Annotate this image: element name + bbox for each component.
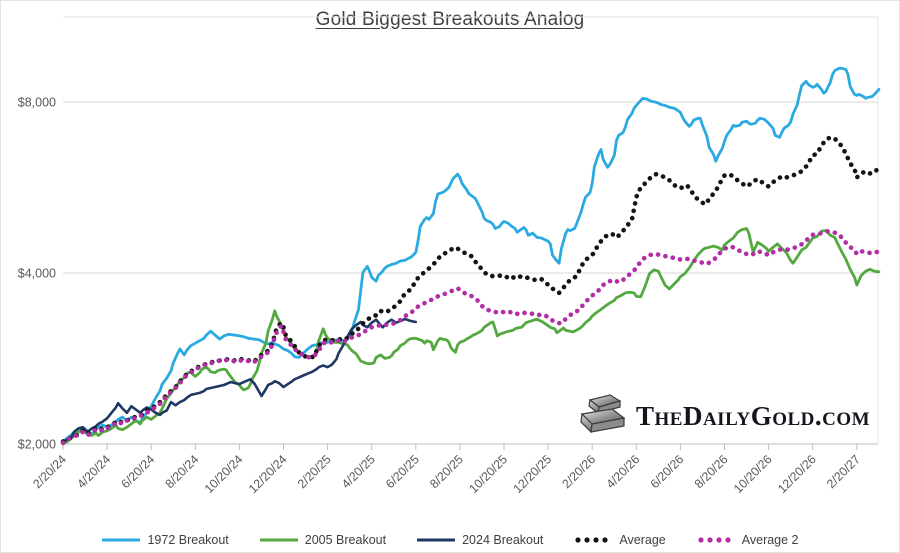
- legend-swatch-1972-breakout: [102, 538, 141, 542]
- legend-label: 2005 Breakout: [304, 533, 387, 547]
- logo-text: TheDailyGold.com: [636, 400, 871, 431]
- x-axis-label: 8/20/24: [163, 452, 202, 491]
- legend-swatch-2005-breakout: [259, 538, 298, 542]
- series-average-line: [60, 134, 882, 444]
- thedailygold-logo: TheDailyGold.com: [574, 392, 870, 440]
- legend-label: Average: [619, 533, 666, 547]
- x-axis-label: 8/20/26: [692, 452, 731, 491]
- legend-swatch-2024-breakout: [417, 538, 456, 542]
- y-axis-label-8000: $8,000: [18, 95, 56, 109]
- x-axis-label: 12/20/24: [246, 452, 290, 496]
- chart-legend: 1972 Breakout 2005 Breakout 2024 Breakout A…: [0, 533, 900, 547]
- x-axis-label: 12/20/26: [775, 452, 819, 496]
- x-axis-label: 8/20/25: [427, 452, 466, 491]
- x-axis-label: 4/20/25: [339, 452, 378, 491]
- series-1972-breakout-line: [61, 66, 881, 443]
- x-axis-label: 10/20/25: [466, 452, 510, 496]
- x-axis-label: 4/20/24: [74, 452, 113, 491]
- x-axis-label: 12/20/25: [510, 452, 554, 496]
- legend-item-1972-breakout: 1972 Breakout: [101, 533, 229, 547]
- x-axis-label: 2/20/25: [295, 452, 334, 491]
- y-axis-label-2000: $2,000: [18, 437, 56, 451]
- legend-swatch-average-2: [698, 537, 731, 543]
- legend-item-average-2: Average 2: [696, 533, 799, 547]
- series-average-2-line: [60, 228, 882, 446]
- legend-item-2024-breakout: 2024 Breakout: [416, 533, 543, 547]
- legend-swatch-average: [575, 537, 609, 543]
- x-axis-label: 6/20/24: [118, 452, 157, 491]
- legend-item-2005-breakout: 2005 Breakout: [259, 533, 386, 547]
- legend-label: 2024 Breakout: [462, 533, 544, 547]
- series-2005-breakout-line: [61, 227, 881, 446]
- x-axis-label: 6/20/25: [383, 452, 422, 491]
- x-axis-label: 2/20/24: [30, 452, 69, 491]
- chart-title: Gold Biggest Breakouts Analog: [315, 9, 585, 30]
- legend-label: 1972 Breakout: [147, 533, 229, 547]
- x-axis-label: 10/20/24: [202, 452, 246, 496]
- x-axis-label: 2/20/27: [824, 452, 863, 491]
- x-axis-label: 2/20/26: [559, 452, 598, 491]
- x-axis-label: 6/20/26: [648, 452, 687, 491]
- legend-label: Average 2: [741, 533, 799, 547]
- series-2024-breakout-line: [61, 317, 418, 445]
- x-axis-label: 10/20/26: [731, 452, 775, 496]
- gold-bars-icon: [580, 394, 626, 434]
- x-axis-label: 4/20/26: [604, 452, 643, 491]
- y-axis-label-4000: $4,000: [18, 266, 56, 280]
- legend-item-average: Average: [573, 533, 666, 547]
